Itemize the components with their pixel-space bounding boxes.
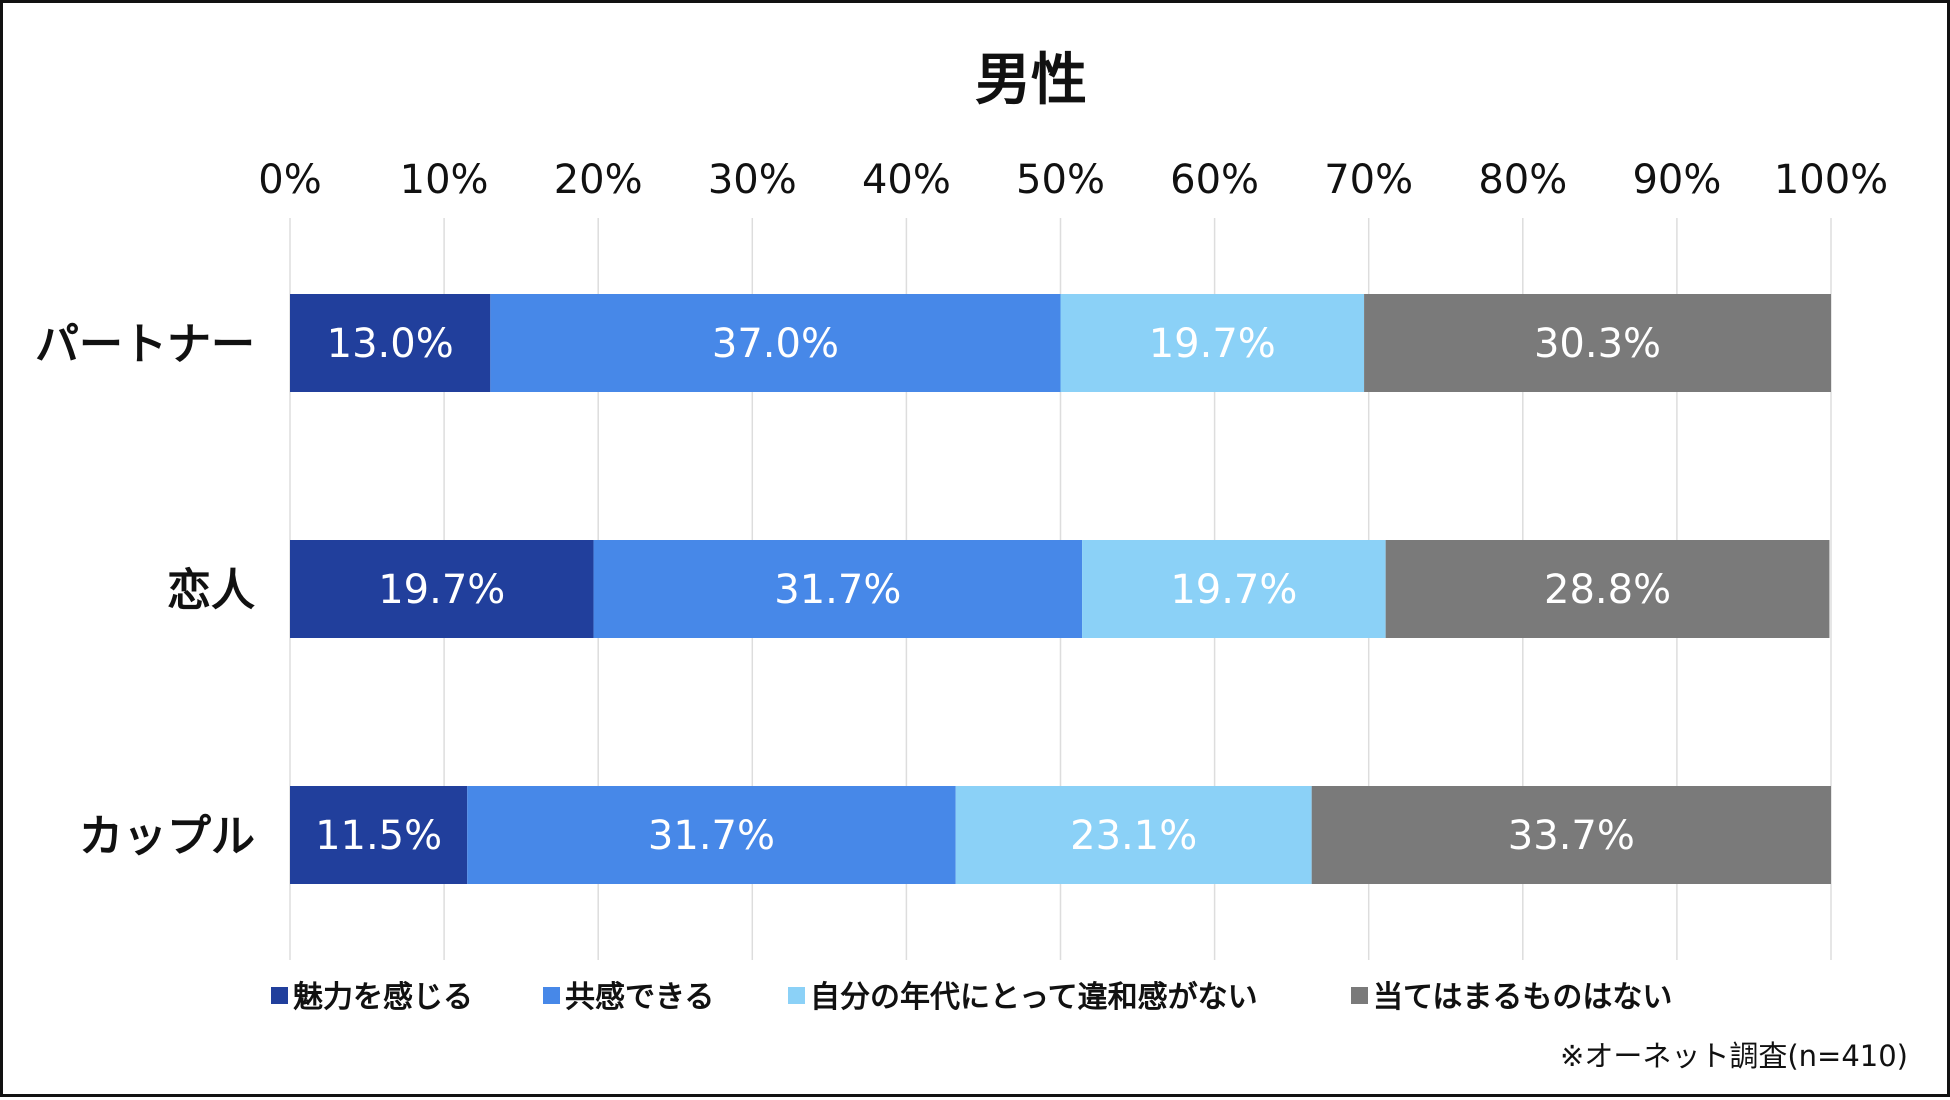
x-tick-label: 90% (1632, 157, 1721, 203)
x-tick-label: 0% (258, 157, 321, 203)
legend-swatch (543, 987, 560, 1004)
bar-segment (593, 540, 1083, 638)
data-label: 33.7% (1508, 813, 1635, 859)
x-tick-label: 50% (1016, 157, 1105, 203)
bar-segment (1311, 786, 1831, 884)
x-axis-ticks: 0% 10% 20% 30% 40% 50% 60% 70% 80% 90% 100% (258, 157, 1888, 203)
legend-label: 魅力を感じる (293, 980, 473, 1015)
data-label: 19.7% (1149, 321, 1276, 367)
bar-segment (290, 786, 468, 884)
data-label: 28.8% (1544, 567, 1671, 613)
chart-title: 男性 (975, 48, 1087, 113)
legend-swatch (788, 987, 805, 1004)
data-labels: 13.0% 37.0% 19.7% 30.3% 19.7% 31.7% 19.7% 28.8%… (315, 321, 1671, 859)
category-label: カップル (79, 811, 255, 862)
x-tick-label: 20% (554, 157, 643, 203)
x-tick-label: 80% (1478, 157, 1567, 203)
x-tick-label: 40% (862, 157, 951, 203)
data-label: 31.7% (774, 567, 901, 613)
data-label: 19.7% (1170, 567, 1297, 613)
x-tick-label: 10% (400, 157, 489, 203)
bar-segment (290, 294, 491, 392)
data-label: 19.7% (378, 567, 505, 613)
bar-segment (1385, 540, 1830, 638)
bar-segment (1060, 294, 1365, 392)
data-label: 23.1% (1070, 813, 1197, 859)
legend: 魅力を感じる 共感できる 自分の年代にとって違和感がない 当てはまるものはない (271, 980, 1672, 1015)
data-label: 13.0% (327, 321, 454, 367)
legend-label: 当てはまるものはない (1373, 980, 1672, 1015)
category-label: パートナー (35, 319, 255, 370)
x-tick-label: 30% (708, 157, 797, 203)
data-label: 30.3% (1534, 321, 1661, 367)
x-tick-label: 60% (1170, 157, 1259, 203)
legend-label: 自分の年代にとって違和感がない (810, 980, 1258, 1015)
bar-segment (490, 294, 1061, 392)
data-label: 37.0% (712, 321, 839, 367)
legend-label: 共感できる (565, 980, 714, 1015)
data-label: 31.7% (648, 813, 775, 859)
bar-segment (955, 786, 1312, 884)
bar-segment (1082, 540, 1386, 638)
bars (290, 294, 1831, 884)
x-tick-label: 70% (1324, 157, 1413, 203)
legend-swatch (1351, 987, 1368, 1004)
legend-swatch (271, 987, 288, 1004)
category-label: 恋人 (167, 565, 255, 616)
bar-segment (467, 786, 956, 884)
bar-segment (290, 540, 594, 638)
data-label: 11.5% (315, 813, 442, 859)
stacked-bar-chart: 男性 0% 10% 20% 30% 40% 50% 60% 70% 80% 90% 100% 13.… (35, 48, 1908, 1073)
bar-segment (1364, 294, 1831, 392)
source-note: ※オーネット調査(n=410) (1560, 1039, 1908, 1073)
x-tick-label: 100% (1774, 157, 1888, 203)
